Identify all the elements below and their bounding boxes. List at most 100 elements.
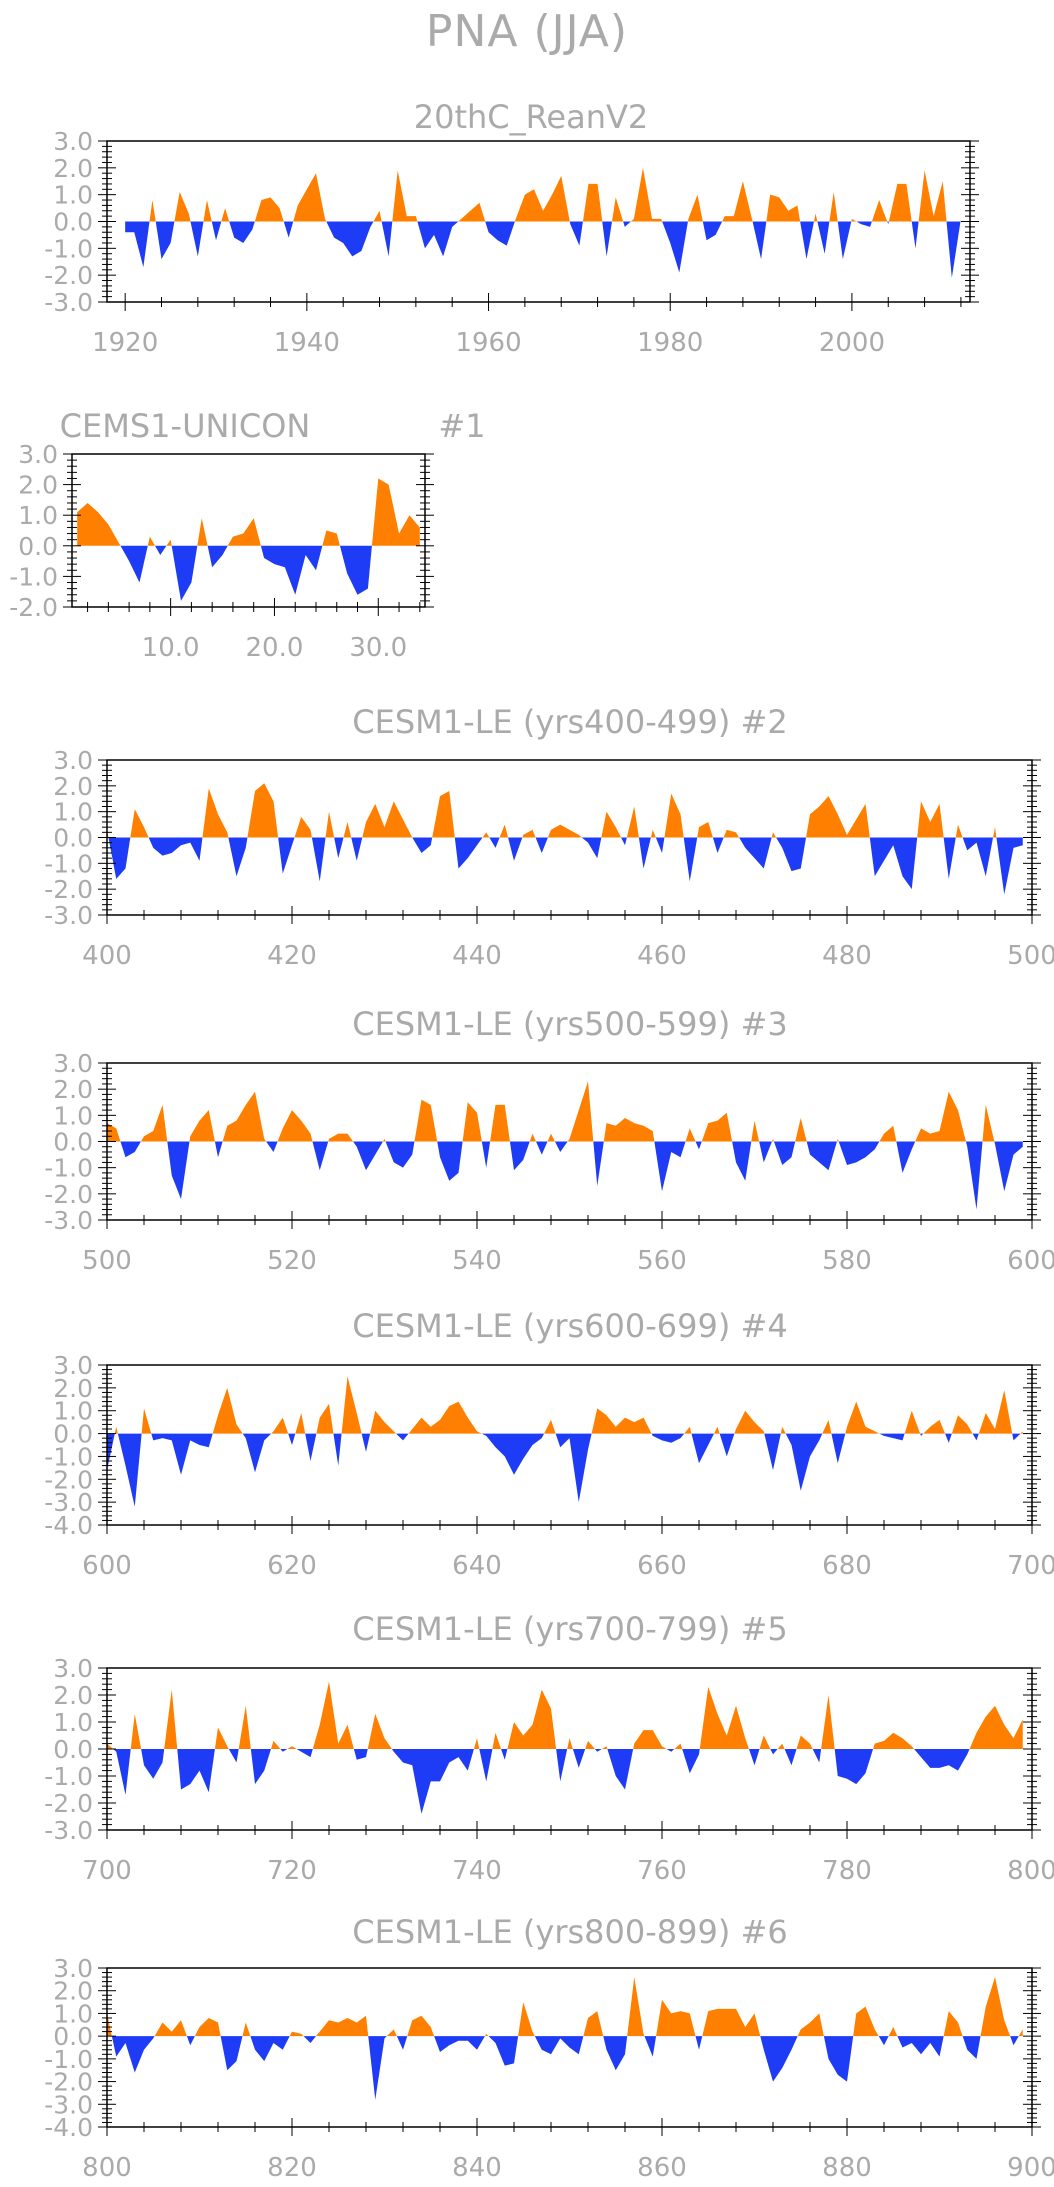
positive-area	[107, 1977, 1023, 2037]
chart-title: CESM1-LE (yrs600-699) #4	[352, 1307, 787, 1345]
y-tick-label: 0.0	[53, 2022, 93, 2051]
y-tick-label: 0.0	[53, 824, 93, 853]
y-tick-label: -2.0	[44, 1180, 93, 1209]
y-tick-label: 2.0	[53, 1075, 93, 1104]
y-tick-label: 1.0	[53, 798, 93, 827]
y-tick-label: -1.0	[44, 1442, 93, 1471]
y-tick-label: -3.0	[44, 1816, 93, 1845]
x-tick-label: 10.0	[142, 633, 200, 663]
x-tick-label: 760	[637, 1856, 687, 1886]
x-tick-label: 800	[82, 2153, 132, 2183]
x-tick-label: 700	[82, 1856, 132, 1886]
chart-title: CESM1-LE (yrs700-799) #5	[352, 1610, 787, 1648]
x-tick-label: 2000	[819, 328, 885, 358]
y-tick-label: 1.0	[18, 501, 58, 530]
y-tick-label: 2.0	[53, 1681, 93, 1710]
x-tick-label: 860	[637, 2153, 687, 2183]
x-tick-label: 500	[82, 1246, 132, 1276]
x-tick-label: 20.0	[246, 633, 304, 663]
x-tick-label: 900	[1007, 2153, 1054, 2183]
chart-panel-4: CESM1-LE (yrs500-599) #3 3.02.01.00.0-1.0…	[44, 1005, 1054, 1276]
chart-title: 20thC_ReanV2	[414, 98, 649, 136]
chart-title: CESM1-LE (yrs500-599) #3	[352, 1005, 787, 1043]
x-tick-label: 560	[637, 1246, 687, 1276]
positive-area	[107, 1681, 1023, 1749]
y-tick-label: -1.0	[44, 849, 93, 878]
chart-panel-7: CESM1-LE (yrs800-899) #6 3.02.01.00.0-1.0…	[44, 1913, 1054, 2183]
y-tick-label: 1.0	[53, 1999, 93, 2028]
x-tick-label: 30.0	[349, 633, 407, 663]
y-tick-label: 3.0	[53, 1654, 93, 1683]
chart-panel-3: CESM1-LE (yrs400-499) #2 3.02.01.00.0-1.0…	[44, 703, 1054, 971]
chart-title: CESM1-LE (yrs800-899) #6	[352, 1913, 787, 1951]
chart-label: #1	[438, 407, 485, 445]
negative-area	[107, 837, 1023, 895]
y-tick-label: -4.0	[44, 1511, 93, 1540]
x-tick-label: 620	[267, 1551, 317, 1581]
positive-area	[107, 1081, 1023, 1142]
y-tick-label: -3.0	[44, 1488, 93, 1517]
chart-title: CESM1-LE (yrs400-499) #2	[352, 703, 787, 741]
y-tick-label: 0.0	[53, 1420, 93, 1449]
y-tick-label: 3.0	[18, 440, 58, 469]
x-tick-label: 1980	[637, 328, 703, 358]
x-tick-label: 640	[452, 1551, 502, 1581]
x-tick-label: 880	[822, 2153, 872, 2183]
x-tick-label: 700	[1007, 1551, 1054, 1581]
x-tick-label: 720	[267, 1856, 317, 1886]
y-tick-label: -2.0	[44, 261, 93, 290]
y-tick-label: -1.0	[44, 1154, 93, 1183]
x-tick-label: 660	[637, 1551, 687, 1581]
y-tick-label: 3.0	[53, 746, 93, 775]
x-tick-label: 460	[637, 941, 687, 971]
y-tick-label: 3.0	[53, 127, 93, 156]
y-tick-label: 0.0	[18, 532, 58, 561]
negative-area	[107, 1433, 1023, 1507]
x-tick-label: 540	[452, 1246, 502, 1276]
y-tick-label: 0.0	[53, 1128, 93, 1157]
x-tick-label: 740	[452, 1856, 502, 1886]
negative-area	[125, 221, 961, 278]
y-tick-label: -1.0	[9, 562, 58, 591]
y-tick-label: -3.0	[44, 1206, 93, 1235]
positive-area	[107, 1376, 1023, 1434]
y-tick-label: -2.0	[44, 2068, 93, 2097]
plot-frame	[71, 453, 426, 608]
y-tick-label: 3.0	[53, 1351, 93, 1380]
x-tick-label: 780	[822, 1856, 872, 1886]
y-tick-label: 0.0	[53, 1735, 93, 1764]
y-tick-label: -3.0	[44, 288, 93, 317]
plot-frame	[106, 1364, 1033, 1526]
y-tick-label: -2.0	[9, 593, 58, 622]
chart-panel-6: CESM1-LE (yrs700-799) #5 3.02.01.00.0-1.0…	[44, 1610, 1054, 1886]
y-tick-label: 2.0	[53, 772, 93, 801]
negative-area	[77, 545, 420, 601]
x-tick-label: 820	[267, 2153, 317, 2183]
negative-area	[107, 1749, 1023, 1814]
page-title: PNA (JJA)	[425, 6, 629, 57]
plot-frame	[106, 1967, 1033, 2128]
y-tick-label: -1.0	[44, 234, 93, 263]
y-tick-label: -2.0	[44, 875, 93, 904]
y-tick-label: -1.0	[44, 1762, 93, 1791]
x-tick-label: 500	[1007, 941, 1054, 971]
y-tick-label: -3.0	[44, 901, 93, 930]
x-tick-label: 480	[822, 941, 872, 971]
x-tick-label: 420	[267, 941, 317, 971]
negative-area	[107, 2036, 1023, 2100]
y-tick-label: 3.0	[53, 1049, 93, 1078]
y-tick-label: 2.0	[53, 1977, 93, 2006]
y-tick-label: 2.0	[53, 154, 93, 183]
x-tick-label: 680	[822, 1551, 872, 1581]
y-tick-label: 3.0	[53, 1954, 93, 1983]
y-tick-label: 1.0	[53, 181, 93, 210]
positive-area	[77, 478, 420, 546]
y-tick-label: 2.0	[18, 471, 58, 500]
x-tick-label: 840	[452, 2153, 502, 2183]
y-tick-label: -1.0	[44, 2045, 93, 2074]
x-tick-label: 580	[822, 1246, 872, 1276]
x-tick-label: 600	[82, 1551, 132, 1581]
x-tick-label: 1940	[274, 328, 340, 358]
x-tick-label: 1920	[92, 328, 158, 358]
